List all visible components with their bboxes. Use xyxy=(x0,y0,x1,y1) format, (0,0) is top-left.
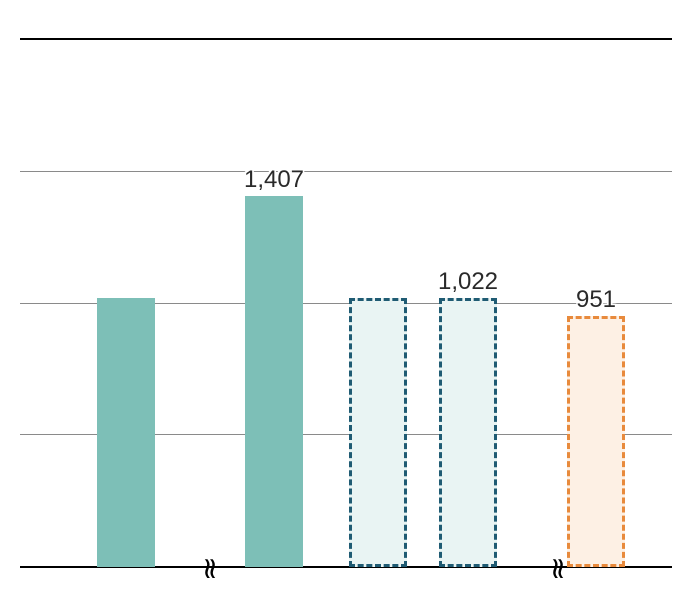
axis-break-2: ≀≀ xyxy=(550,551,561,586)
gridline-1500 xyxy=(20,171,672,172)
bar-2-label: 1,407 xyxy=(244,166,304,194)
bar-chart: 1,407 1,022 951 ≀≀ ≀≀ xyxy=(0,0,692,601)
axis-break-1: ≀≀ xyxy=(202,551,213,586)
bar-2 xyxy=(245,196,303,567)
bar-5-label: 951 xyxy=(576,286,616,314)
gridline-top xyxy=(20,38,672,40)
bar-4-label: 1,022 xyxy=(438,268,498,296)
bar-3 xyxy=(349,298,407,567)
bar-5 xyxy=(567,316,625,567)
bar-1 xyxy=(97,298,155,567)
bar-4 xyxy=(439,298,497,567)
